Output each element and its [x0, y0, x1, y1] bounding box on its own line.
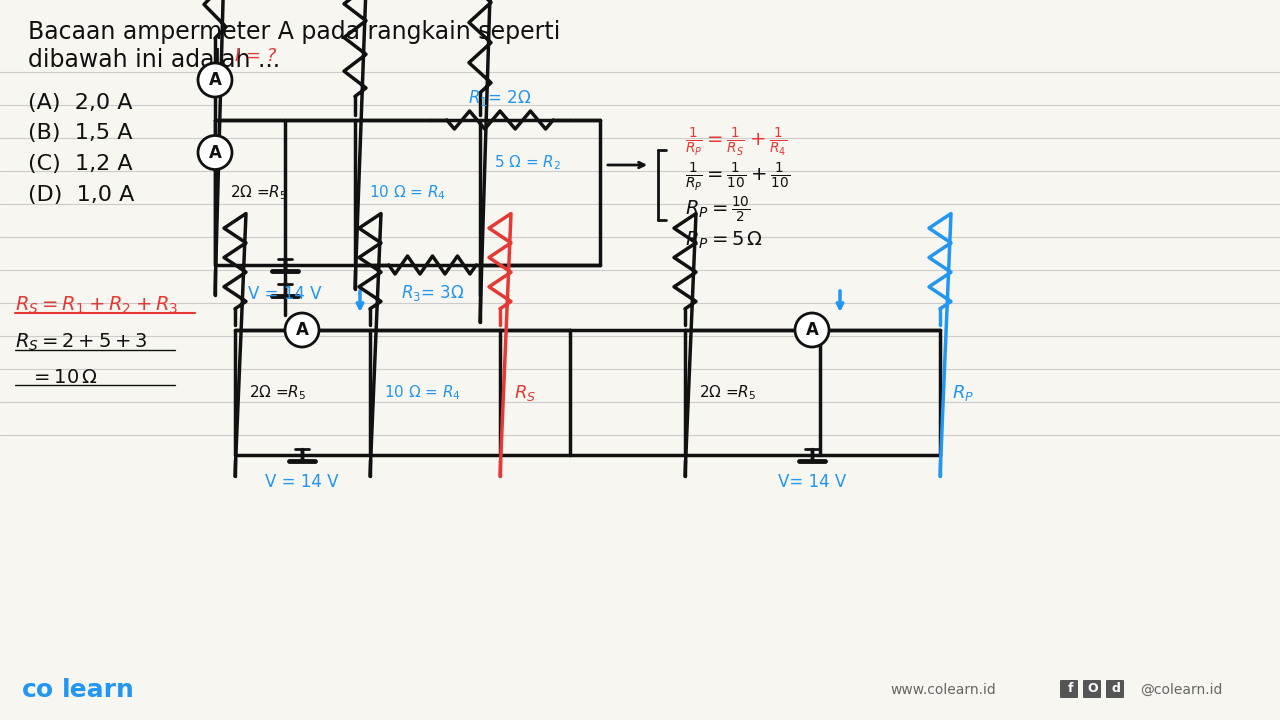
Text: d: d [1111, 683, 1120, 696]
Text: A: A [209, 143, 221, 161]
FancyBboxPatch shape [1060, 680, 1078, 698]
Text: V = 14 V: V = 14 V [265, 473, 339, 491]
Text: dibawah ini adalah ...: dibawah ini adalah ... [28, 48, 280, 72]
Text: $= 10\,\Omega$: $= 10\,\Omega$ [29, 367, 99, 387]
Text: (C)  1,2 A: (C) 1,2 A [28, 154, 133, 174]
Circle shape [198, 63, 232, 97]
Circle shape [285, 313, 319, 347]
Text: Bacaan ampermeter A pada rangkain seperti: Bacaan ampermeter A pada rangkain sepert… [28, 20, 561, 44]
Text: V= 14 V: V= 14 V [778, 473, 846, 491]
Text: 2Ω =$R_5$: 2Ω =$R_5$ [230, 183, 287, 202]
Text: learn: learn [61, 678, 134, 702]
Text: 2Ω =$R_5$: 2Ω =$R_5$ [250, 383, 306, 402]
Circle shape [198, 135, 232, 169]
Text: co: co [22, 678, 54, 702]
Text: 10 Ω = $R_4$: 10 Ω = $R_4$ [369, 183, 447, 202]
Text: (B)  1,5 A: (B) 1,5 A [28, 123, 133, 143]
Text: $\frac{1}{R_P}=\frac{1}{10}+\frac{1}{10}$: $\frac{1}{R_P}=\frac{1}{10}+\frac{1}{10}… [685, 161, 790, 193]
Text: A: A [296, 321, 308, 339]
Text: O: O [1088, 683, 1098, 696]
Text: www.colearn.id: www.colearn.id [890, 683, 996, 697]
Text: @colearn.id: @colearn.id [1140, 683, 1222, 697]
Text: $R_S=R_1+R_2+R_3$: $R_S=R_1+R_2+R_3$ [15, 294, 178, 315]
Text: $R_P$: $R_P$ [952, 382, 974, 402]
Text: $R_S=2+5+3$: $R_S=2+5+3$ [15, 331, 147, 353]
Text: f: f [1068, 683, 1073, 696]
Text: $R_P=5\,\Omega$: $R_P=5\,\Omega$ [685, 230, 763, 251]
Text: A: A [209, 71, 221, 89]
FancyBboxPatch shape [1083, 680, 1101, 698]
Text: 5 Ω = $R_2$: 5 Ω = $R_2$ [494, 153, 561, 172]
Circle shape [795, 313, 829, 347]
Text: 10 Ω = $R_4$: 10 Ω = $R_4$ [384, 383, 461, 402]
Text: (D)  1,0 A: (D) 1,0 A [28, 185, 134, 205]
Text: $\frac{1}{R_P}=\frac{1}{R_S}+\frac{1}{R_4}$: $\frac{1}{R_P}=\frac{1}{R_S}+\frac{1}{R_… [685, 126, 787, 158]
Text: V = 14 V: V = 14 V [248, 285, 321, 303]
FancyBboxPatch shape [1106, 680, 1124, 698]
Text: A: A [805, 321, 818, 339]
Text: $R_3$= 3Ω: $R_3$= 3Ω [401, 283, 465, 303]
Text: (A)  2,0 A: (A) 2,0 A [28, 93, 133, 113]
Text: I = ?: I = ? [236, 47, 276, 65]
Text: $R_S$: $R_S$ [515, 382, 536, 402]
Text: $R_1$= 2Ω: $R_1$= 2Ω [468, 88, 531, 108]
Text: $R_P=\frac{10}{2}$: $R_P=\frac{10}{2}$ [685, 195, 750, 225]
Text: 2Ω =$R_5$: 2Ω =$R_5$ [699, 383, 756, 402]
